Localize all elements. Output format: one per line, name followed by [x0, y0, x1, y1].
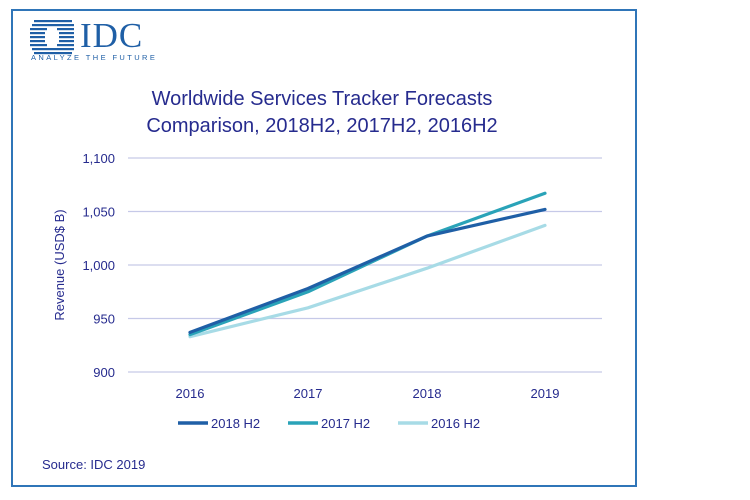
source-note: Source: IDC 2019 — [42, 457, 146, 472]
idc-logo-icon — [30, 20, 74, 55]
chart-legend: 2018 H2 2017 H2 2016 H2 — [178, 416, 480, 431]
series-line-2018-h2 — [188, 207, 547, 334]
y-tick-label: 950 — [93, 312, 115, 327]
y-tick-label: 1,100 — [82, 151, 115, 166]
legend-label: 2016 H2 — [431, 416, 480, 431]
chart-title: Worldwide Services Tracker Forecasts Com… — [92, 86, 552, 140]
chart-title-line-1: Worldwide Services Tracker Forecasts — [151, 88, 493, 110]
chart-title-line-2: Comparison, 2018H2, 2017H2, 2016H2 — [146, 115, 498, 137]
x-tick-label: 2016 — [176, 386, 205, 401]
x-tick-label: 2017 — [294, 386, 323, 401]
legend-label: 2017 H2 — [321, 416, 370, 431]
y-axis-label: Revenue (USD$ B) — [52, 209, 67, 320]
y-tick-label: 1,050 — [82, 205, 115, 220]
y-tick-label: 900 — [93, 365, 115, 380]
x-axis-ticks: 2016 2017 2018 2019 — [176, 386, 560, 401]
series-line-2016-h2 — [188, 223, 547, 339]
chart-series — [188, 191, 547, 339]
logo-wordmark: IDC — [80, 16, 144, 55]
y-tick-label: 1,000 — [82, 258, 115, 273]
legend-label: 2018 H2 — [211, 416, 260, 431]
chart-frame — [11, 9, 637, 487]
y-axis-ticks: 900 950 1,000 1,050 1,100 — [82, 151, 115, 380]
x-tick-label: 2019 — [531, 386, 560, 401]
x-tick-label: 2018 — [413, 386, 442, 401]
logo-tagline: ANALYZE THE FUTURE — [31, 53, 158, 62]
